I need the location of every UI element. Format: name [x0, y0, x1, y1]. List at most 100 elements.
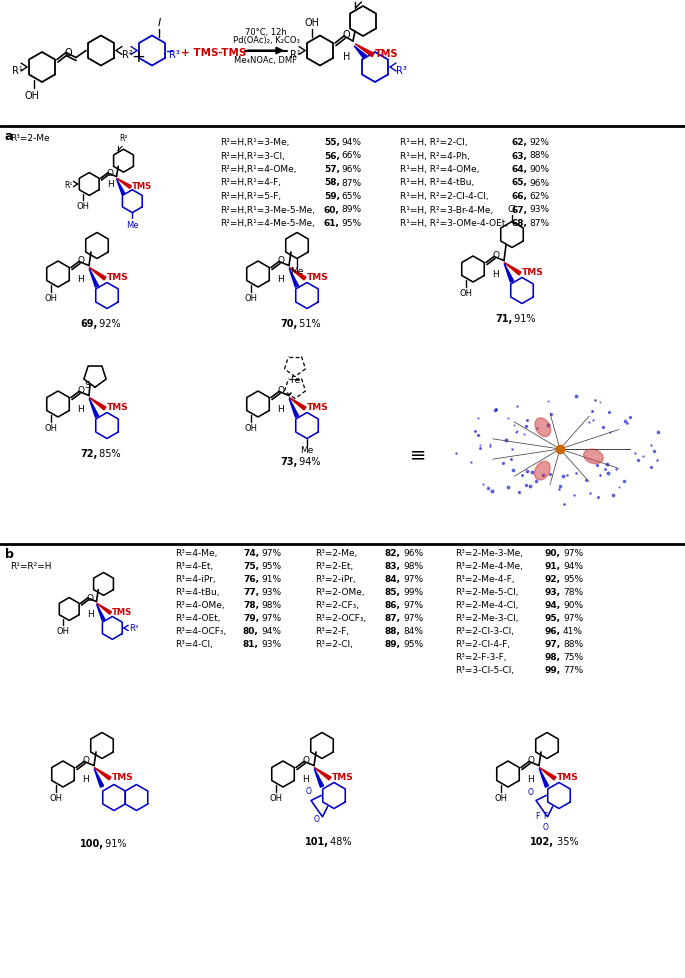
Text: TMS: TMS	[522, 268, 544, 277]
Text: R¹: R¹	[64, 180, 73, 190]
Text: O: O	[528, 756, 535, 765]
Text: O: O	[278, 386, 285, 395]
Polygon shape	[314, 768, 331, 780]
Text: 99%: 99%	[403, 588, 423, 597]
Text: R²=H,R¹=3-Me-5-Me,: R²=H,R¹=3-Me-5-Me,	[220, 205, 315, 214]
Text: 93%: 93%	[261, 588, 281, 597]
Polygon shape	[116, 179, 132, 189]
Ellipse shape	[584, 450, 603, 465]
Text: TMS: TMS	[307, 273, 329, 282]
Text: Fe: Fe	[290, 376, 300, 384]
Text: R³=2-Me-5-Cl,: R³=2-Me-5-Cl,	[455, 588, 519, 597]
Text: 61,: 61,	[324, 219, 340, 228]
Text: 93%: 93%	[529, 205, 549, 214]
Text: R³=2-iPr,: R³=2-iPr,	[315, 574, 356, 584]
Text: H: H	[493, 270, 499, 279]
Text: 91%: 91%	[261, 574, 281, 584]
Text: 68,: 68,	[512, 219, 528, 228]
Text: 92%: 92%	[96, 319, 121, 330]
Text: 91%: 91%	[511, 314, 536, 324]
Text: OH: OH	[77, 201, 90, 211]
Text: a: a	[5, 130, 14, 143]
Text: R²=H,R¹=5-F,: R²=H,R¹=5-F,	[220, 192, 281, 200]
Text: O: O	[493, 251, 500, 260]
Text: 85,: 85,	[385, 588, 401, 597]
Text: 97,: 97,	[545, 640, 561, 648]
Text: 95%: 95%	[563, 574, 583, 584]
Text: R³=2-F,: R³=2-F,	[315, 626, 349, 636]
Text: 89%: 89%	[341, 205, 361, 214]
Text: O: O	[343, 30, 351, 40]
Text: R³=2-Et,: R³=2-Et,	[315, 561, 353, 570]
Text: 81,: 81,	[243, 640, 259, 648]
Text: H: H	[87, 610, 94, 619]
Text: 66,: 66,	[512, 192, 528, 200]
Text: R³=2-Me-4-Me,: R³=2-Me-4-Me,	[455, 561, 523, 570]
Text: TMS: TMS	[557, 773, 579, 781]
Text: 90%: 90%	[529, 165, 549, 174]
Text: TMS: TMS	[107, 273, 129, 282]
Text: O: O	[306, 786, 312, 796]
Text: R³=4-Et,: R³=4-Et,	[175, 561, 213, 570]
Text: Me: Me	[290, 267, 303, 276]
Text: H: H	[527, 775, 534, 783]
Text: 78%: 78%	[563, 588, 583, 597]
Text: S: S	[84, 380, 90, 389]
Polygon shape	[289, 269, 299, 288]
Text: R¹=R²=H: R¹=R²=H	[10, 561, 51, 570]
Text: 97%: 97%	[563, 549, 583, 557]
Text: R³=2-Me-4-F,: R³=2-Me-4-F,	[455, 574, 514, 584]
Text: 88%: 88%	[563, 640, 583, 648]
Text: R³=4-Cl,: R³=4-Cl,	[175, 640, 213, 648]
Text: 87%: 87%	[341, 178, 361, 188]
Text: 74,: 74,	[243, 549, 259, 557]
Text: R¹: R¹	[290, 50, 301, 60]
Text: R²=H,R¹=3-Me,: R²=H,R¹=3-Me,	[220, 138, 289, 147]
Text: TMS: TMS	[307, 403, 329, 412]
Text: O: O	[314, 814, 320, 822]
Polygon shape	[89, 269, 99, 288]
Text: 84%: 84%	[403, 626, 423, 636]
Text: 55,: 55,	[324, 138, 340, 147]
Polygon shape	[314, 769, 323, 787]
Text: OH: OH	[305, 19, 320, 28]
Text: 91%: 91%	[102, 839, 127, 849]
Text: H: H	[303, 775, 310, 783]
Text: H: H	[83, 775, 89, 783]
Text: R³=2-Me-3-Me,: R³=2-Me-3-Me,	[455, 549, 523, 557]
Text: H: H	[77, 275, 84, 285]
Text: 80,: 80,	[243, 626, 259, 636]
Text: TMS: TMS	[112, 773, 134, 781]
Text: 94%: 94%	[296, 457, 321, 467]
Text: Me₄NOAc, DMF: Me₄NOAc, DMF	[234, 57, 297, 66]
Text: +: +	[131, 48, 145, 66]
Text: 88,: 88,	[385, 626, 401, 636]
Text: O: O	[87, 593, 94, 602]
Text: H: H	[77, 405, 84, 414]
Text: R³=2-CF₃,: R³=2-CF₃,	[315, 600, 359, 609]
Text: R¹=H, R²=3-Br-4-Me,: R¹=H, R²=3-Br-4-Me,	[400, 205, 493, 214]
Text: R³: R³	[396, 66, 407, 76]
Text: + TMS-TMS: + TMS-TMS	[181, 49, 247, 59]
Text: 70,: 70,	[280, 319, 297, 330]
Text: TMS: TMS	[132, 182, 153, 191]
Text: R¹=H, R²=3-OMe-4-OEt,: R¹=H, R²=3-OMe-4-OEt,	[400, 219, 508, 228]
Text: R¹=H, R²=4-Ph,: R¹=H, R²=4-Ph,	[400, 152, 470, 160]
Polygon shape	[539, 768, 556, 780]
Text: H: H	[277, 275, 284, 285]
Text: 63,: 63,	[512, 152, 528, 160]
Polygon shape	[97, 603, 112, 614]
Text: 94,: 94,	[545, 600, 561, 609]
Text: R³=2-OCF₃,: R³=2-OCF₃,	[315, 613, 366, 622]
Text: 59,: 59,	[324, 192, 340, 200]
Text: Me: Me	[300, 446, 314, 455]
Text: 78,: 78,	[243, 600, 259, 609]
Text: 95%: 95%	[261, 561, 281, 570]
Text: R³=4-OMe,: R³=4-OMe,	[175, 600, 225, 609]
Text: b: b	[5, 548, 14, 560]
Text: R³=2-Me,: R³=2-Me,	[315, 549, 358, 557]
Polygon shape	[539, 769, 549, 787]
Text: R²=H,R¹=3-Cl,: R²=H,R¹=3-Cl,	[220, 152, 285, 160]
Text: R¹=H, R²=2-Cl,: R¹=H, R²=2-Cl,	[400, 138, 468, 147]
Text: 83,: 83,	[385, 561, 401, 570]
